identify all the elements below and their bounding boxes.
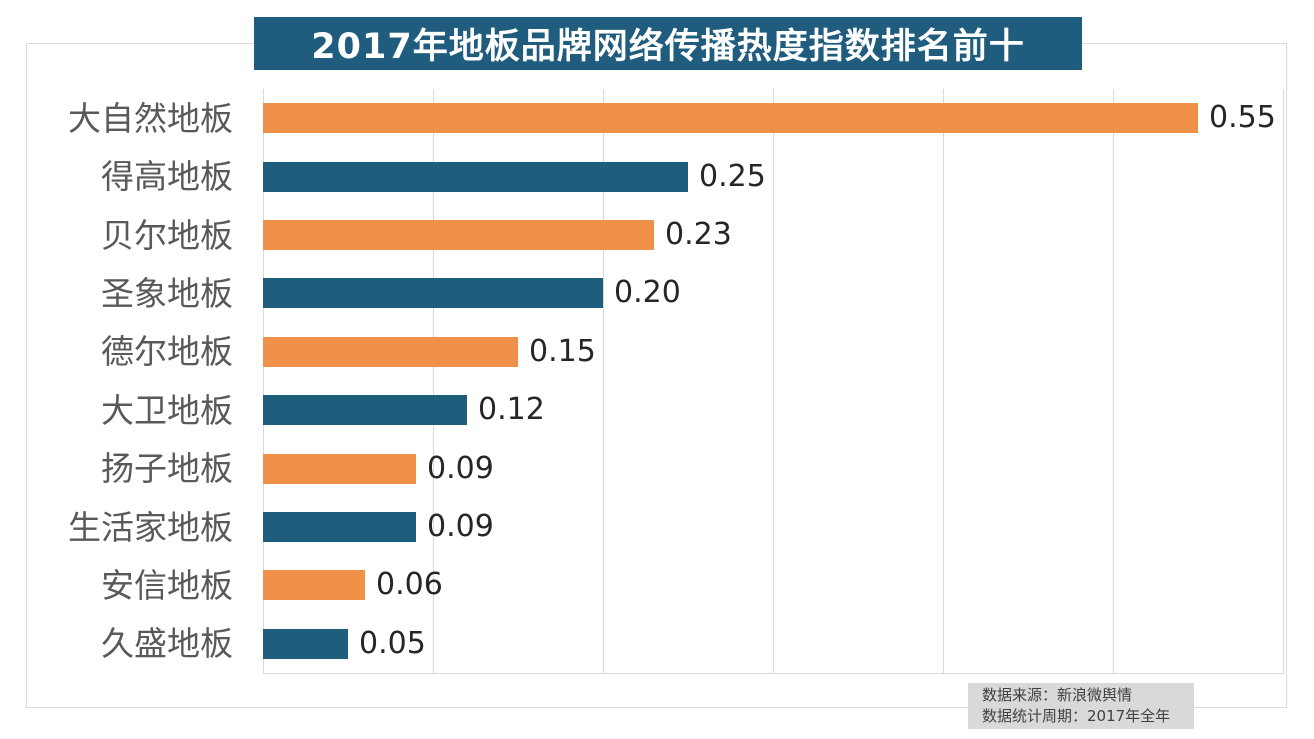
bar-row: 贝尔地板 0.23 [27, 206, 1286, 264]
value-label: 0.15 [529, 333, 596, 369]
bar-row: 得高地板 0.25 [27, 147, 1286, 205]
value-label: 0.55 [1209, 100, 1276, 136]
gridline [943, 89, 944, 673]
source-note: 数据来源：新浪微舆情 数据统计周期：2017年全年 [968, 683, 1194, 729]
gridline [603, 89, 604, 673]
category-label: 贝尔地板 [101, 215, 233, 255]
bar [263, 628, 348, 659]
bar-row: 生活家地板 0.09 [27, 498, 1286, 556]
gridline [1113, 89, 1114, 673]
value-label: 0.23 [665, 217, 732, 253]
bar [263, 161, 688, 192]
gridline [433, 89, 434, 673]
category-label: 扬子地板 [101, 449, 233, 489]
value-label: 0.09 [427, 509, 494, 545]
category-label: 生活家地板 [68, 507, 233, 547]
chart-area: 大自然地板 0.55 得高地板 0.25 贝尔地板 0.23 圣象地板 0.20 德尔地板 0.1… [26, 43, 1287, 708]
category-label: 德尔地板 [101, 332, 233, 372]
plot-area [263, 89, 1284, 674]
chart-title: 2017年地板品牌网络传播热度指数排名前十 [254, 17, 1082, 70]
bar [263, 453, 416, 484]
value-label: 0.25 [699, 158, 766, 194]
bar [263, 278, 603, 309]
category-label: 大卫地板 [101, 390, 233, 430]
bar-row: 大卫地板 0.12 [27, 381, 1286, 439]
bar [263, 336, 518, 367]
bar-row: 安信地板 0.06 [27, 556, 1286, 614]
value-label: 0.12 [478, 392, 545, 428]
bar [263, 512, 416, 543]
source-note-line1: 数据来源：新浪微舆情 [982, 686, 1133, 704]
category-label: 安信地板 [101, 565, 233, 605]
value-label: 0.20 [614, 275, 681, 311]
gridline [773, 89, 774, 673]
bar-row: 德尔地板 0.15 [27, 323, 1286, 381]
bar [263, 103, 1198, 134]
gridline [263, 89, 264, 673]
bar-rows: 大自然地板 0.55 得高地板 0.25 贝尔地板 0.23 圣象地板 0.20 德尔地板 0.1… [27, 89, 1286, 673]
value-label: 0.06 [376, 567, 443, 603]
category-label: 久盛地板 [101, 624, 233, 664]
bar-row: 扬子地板 0.09 [27, 439, 1286, 497]
bar [263, 220, 654, 251]
bar-row: 圣象地板 0.20 [27, 264, 1286, 322]
category-label: 圣象地板 [101, 273, 233, 313]
source-note-line2: 数据统计周期：2017年全年 [982, 707, 1171, 725]
gridline [1283, 89, 1284, 673]
category-label: 大自然地板 [68, 98, 233, 138]
category-label: 得高地板 [101, 157, 233, 197]
bar [263, 395, 467, 426]
bar-row: 大自然地板 0.55 [27, 89, 1286, 147]
bar [263, 570, 365, 601]
value-label: 0.09 [427, 450, 494, 486]
value-label: 0.05 [359, 625, 426, 661]
bar-row: 久盛地板 0.05 [27, 615, 1286, 673]
